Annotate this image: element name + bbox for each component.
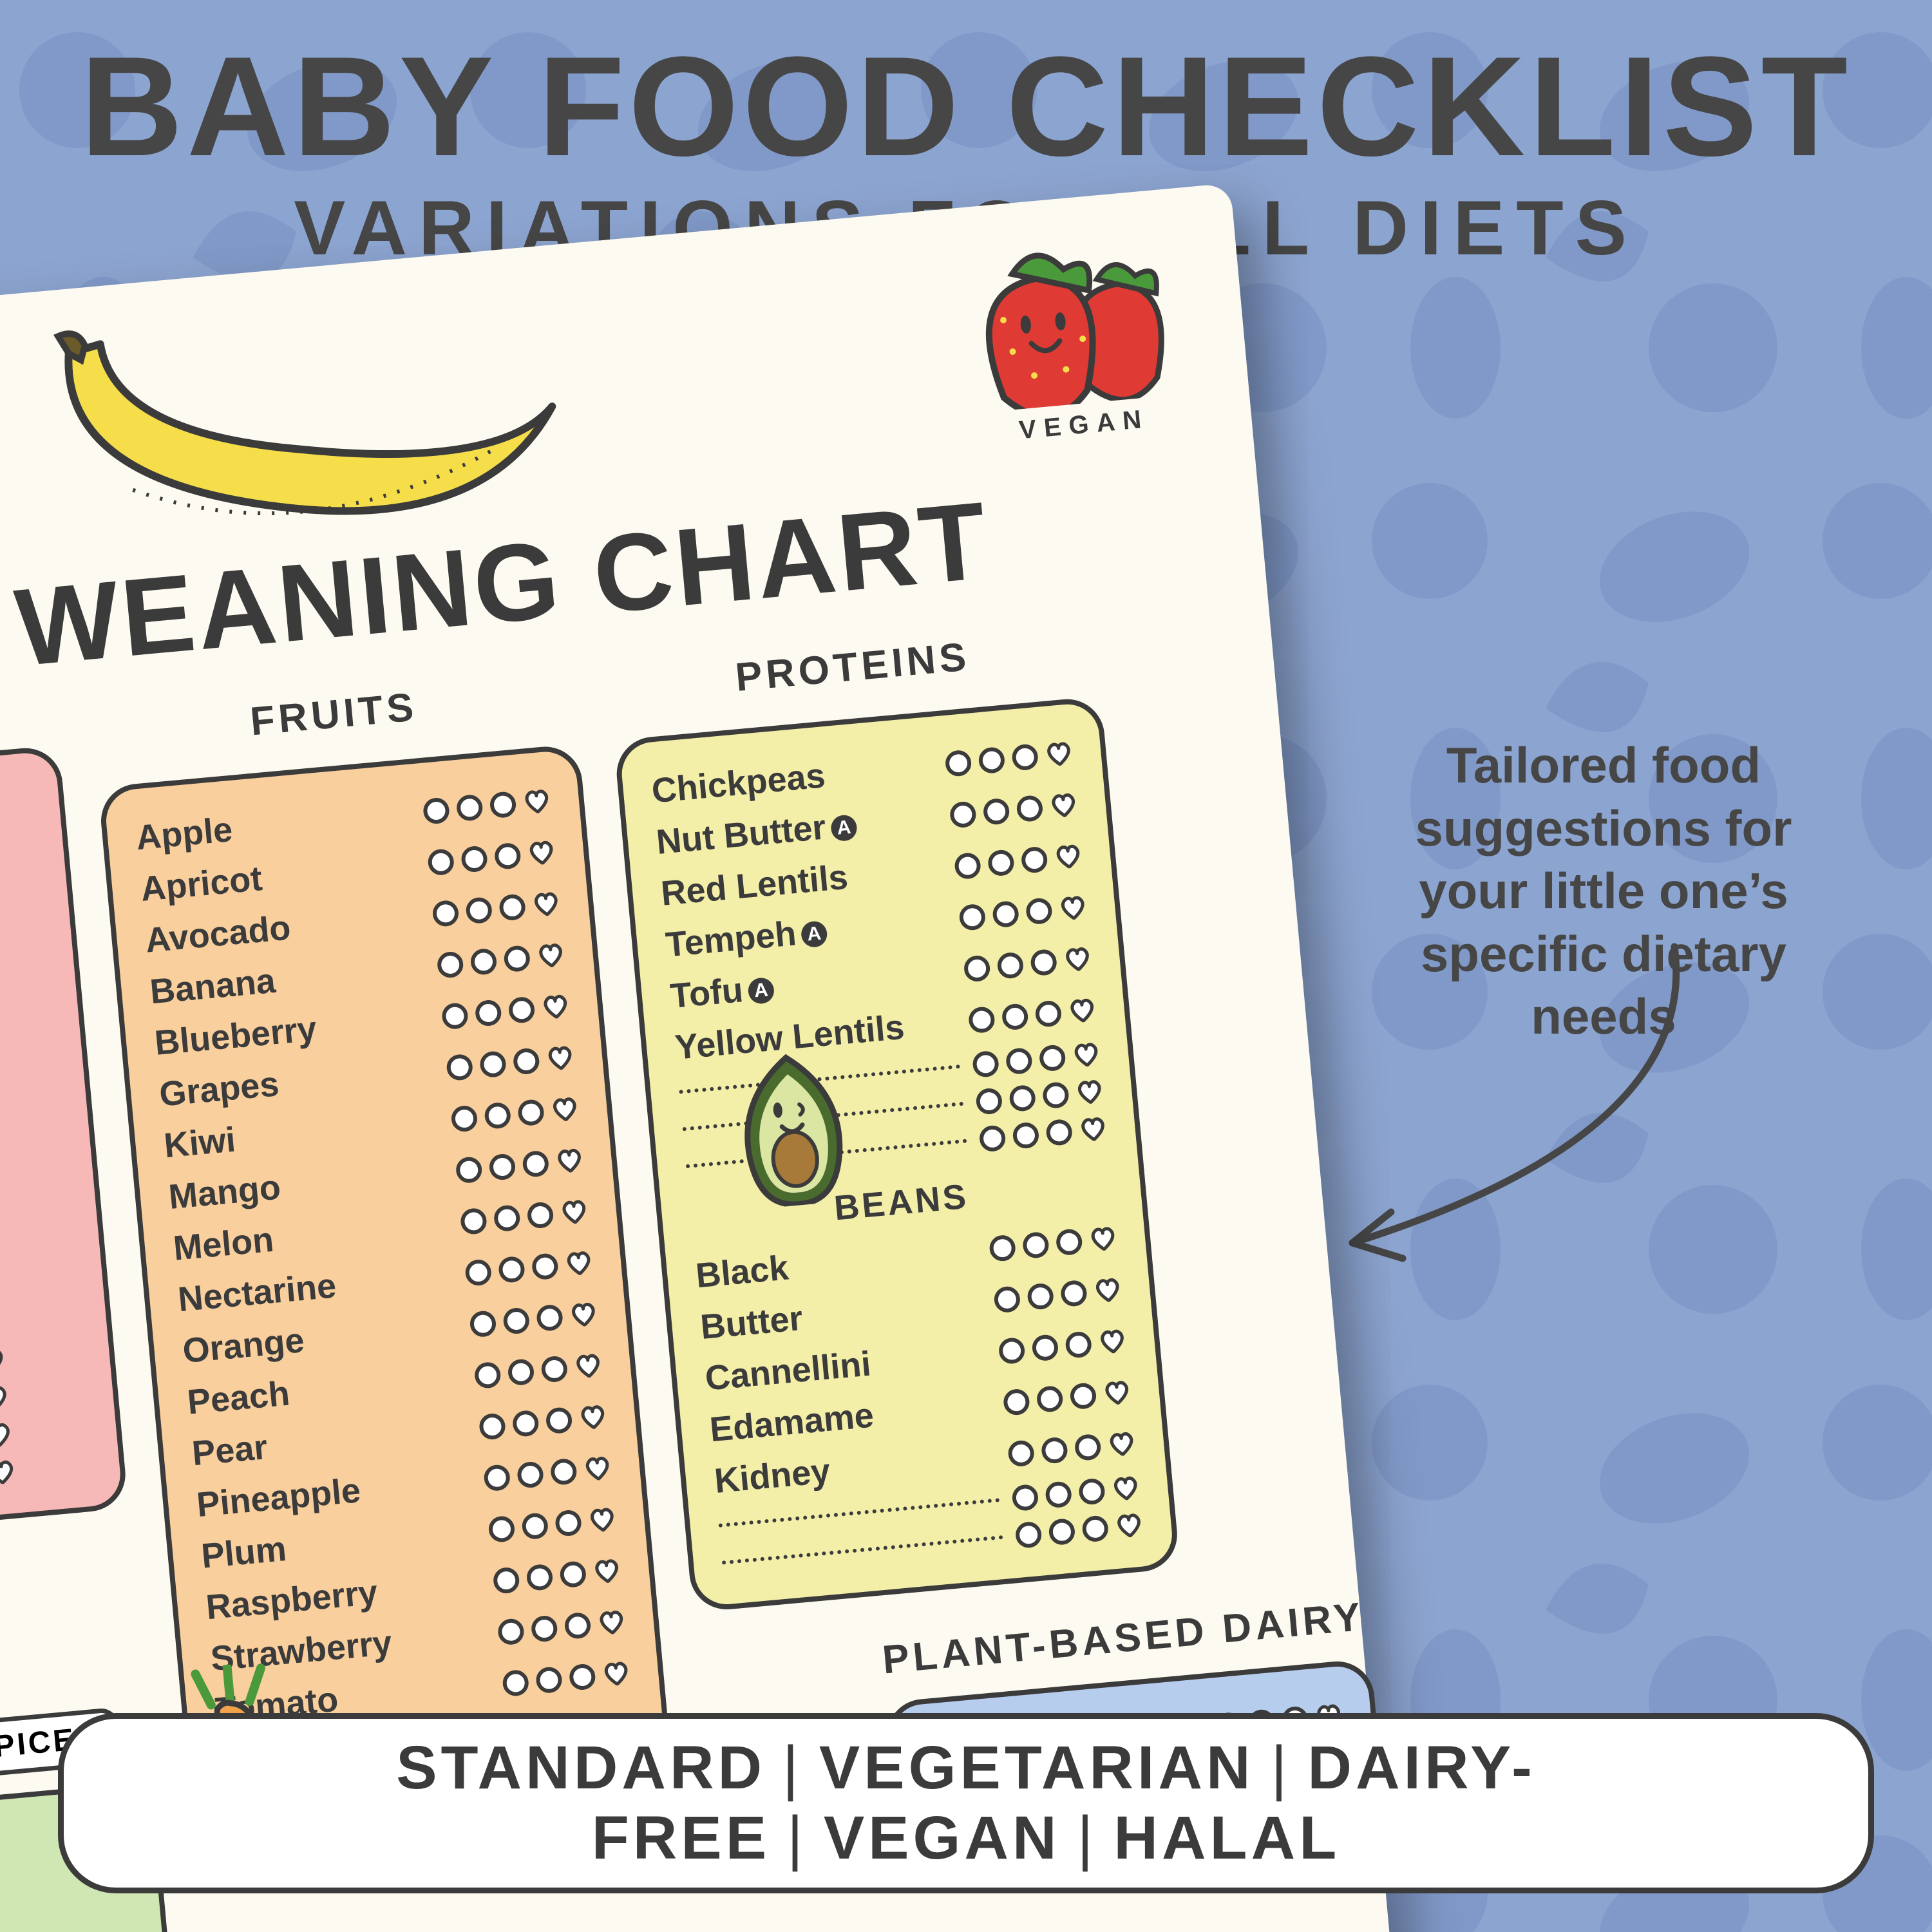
mark-group [460, 1198, 589, 1235]
column: FRUITSAppleApricotAvocadoBananaBlueberry… [91, 670, 673, 1819]
column-title: PROTEINS [607, 622, 1098, 712]
mark-group [963, 945, 1092, 983]
mark-group [469, 1301, 598, 1338]
food-label: Plum [200, 1529, 288, 1577]
mark-group [1007, 1430, 1137, 1468]
food-label: Pineapple [195, 1470, 363, 1525]
mark-group [993, 1276, 1122, 1314]
mark-group [450, 1095, 580, 1133]
food-label: Pear [191, 1427, 269, 1473]
food-label: Peach [185, 1374, 291, 1423]
strawberry-icon [978, 242, 1172, 412]
food-label: Kiwi [162, 1120, 237, 1166]
mark-group [998, 1327, 1127, 1365]
food-label: Grapes [158, 1064, 281, 1115]
mark-group [0, 1459, 17, 1496]
food-label: Chickpeas [650, 755, 827, 811]
mark-group [954, 843, 1083, 880]
mark-group [975, 1078, 1104, 1115]
food-label: Butter [699, 1298, 804, 1347]
mark-group [944, 740, 1074, 777]
food-label: Apple [135, 810, 234, 858]
mark-group [1003, 1379, 1132, 1416]
food-label: TofuA [668, 967, 775, 1016]
list-row [0, 1446, 93, 1501]
diet-option: HALAL [1113, 1804, 1340, 1872]
mark-group [1014, 1511, 1144, 1549]
mark-group [493, 1557, 622, 1595]
mark-group [972, 1041, 1101, 1078]
column-title: FRUITS [91, 670, 576, 759]
mark-group [488, 1506, 617, 1543]
mark-group [949, 791, 1079, 829]
banana-icon [28, 283, 574, 562]
vegan-label: VEGAN [993, 402, 1175, 448]
food-label: Edamame [708, 1395, 876, 1450]
mark-group [502, 1660, 631, 1697]
mark-group [464, 1249, 594, 1287]
diet-option: VEGAN [824, 1804, 1061, 1872]
mark-group [968, 997, 1097, 1034]
food-label: TempehA [664, 911, 829, 965]
food-panel: AppleApricotAvocadoBananaBlueberryGrapes… [98, 744, 673, 1819]
food-label: Raspberry [204, 1572, 379, 1627]
diet-option: STANDARD [396, 1734, 766, 1802]
food-label: Avocado [144, 907, 292, 960]
mark-group [978, 1115, 1108, 1153]
food-label: Apricot [139, 858, 264, 909]
weaning-sheet-wrap: VEGAN WEANING CHART FRUITSAppleApricotAv… [0, 183, 1417, 1932]
mark-group [1011, 1474, 1141, 1511]
food-label: Cannellini [703, 1344, 873, 1399]
headline-line1: BABY FOOD CHECKLIST [0, 35, 1932, 177]
food-label: Black [694, 1248, 790, 1296]
mark-group [446, 1044, 575, 1081]
mark-group [483, 1455, 612, 1492]
mark-group [989, 1225, 1118, 1262]
food-label: Orange [181, 1320, 306, 1371]
food-label: Kidney [713, 1451, 832, 1501]
column-title [0, 717, 57, 741]
mark-group [455, 1147, 584, 1184]
mark-group [422, 788, 552, 825]
mark-group [431, 890, 561, 927]
diet-pill: STANDARD|VEGETARIAN|DAIRY-FREE|VEGAN|HAL… [58, 1713, 1874, 1893]
food-label: Nectarine [176, 1265, 338, 1320]
vegan-badge: VEGAN [978, 242, 1175, 448]
mark-group [441, 993, 571, 1030]
mark-group [958, 894, 1088, 931]
food-label: Banana [148, 961, 277, 1012]
mark-group [474, 1352, 603, 1389]
food-label: Blueberry [153, 1009, 319, 1063]
column: PROTEINSChickpeasNut ButterARed LentilsT… [607, 622, 1195, 1772]
mark-group [436, 942, 565, 979]
mark-group [427, 839, 556, 876]
food-panel: ChickpeasNut ButterARed LentilsTempehATo… [614, 696, 1180, 1613]
diet-option: VEGETARIAN [819, 1734, 1255, 1802]
food-label: Mango [167, 1168, 282, 1218]
avocado-icon [728, 1046, 857, 1210]
mark-group [478, 1403, 608, 1441]
mark-group [497, 1609, 627, 1646]
food-label: Melon [172, 1220, 276, 1269]
weaning-sheet: VEGAN WEANING CHART FRUITSAppleApricotAv… [0, 183, 1417, 1932]
callout-text: Tailored food suggestions for your littl… [1365, 734, 1842, 1048]
